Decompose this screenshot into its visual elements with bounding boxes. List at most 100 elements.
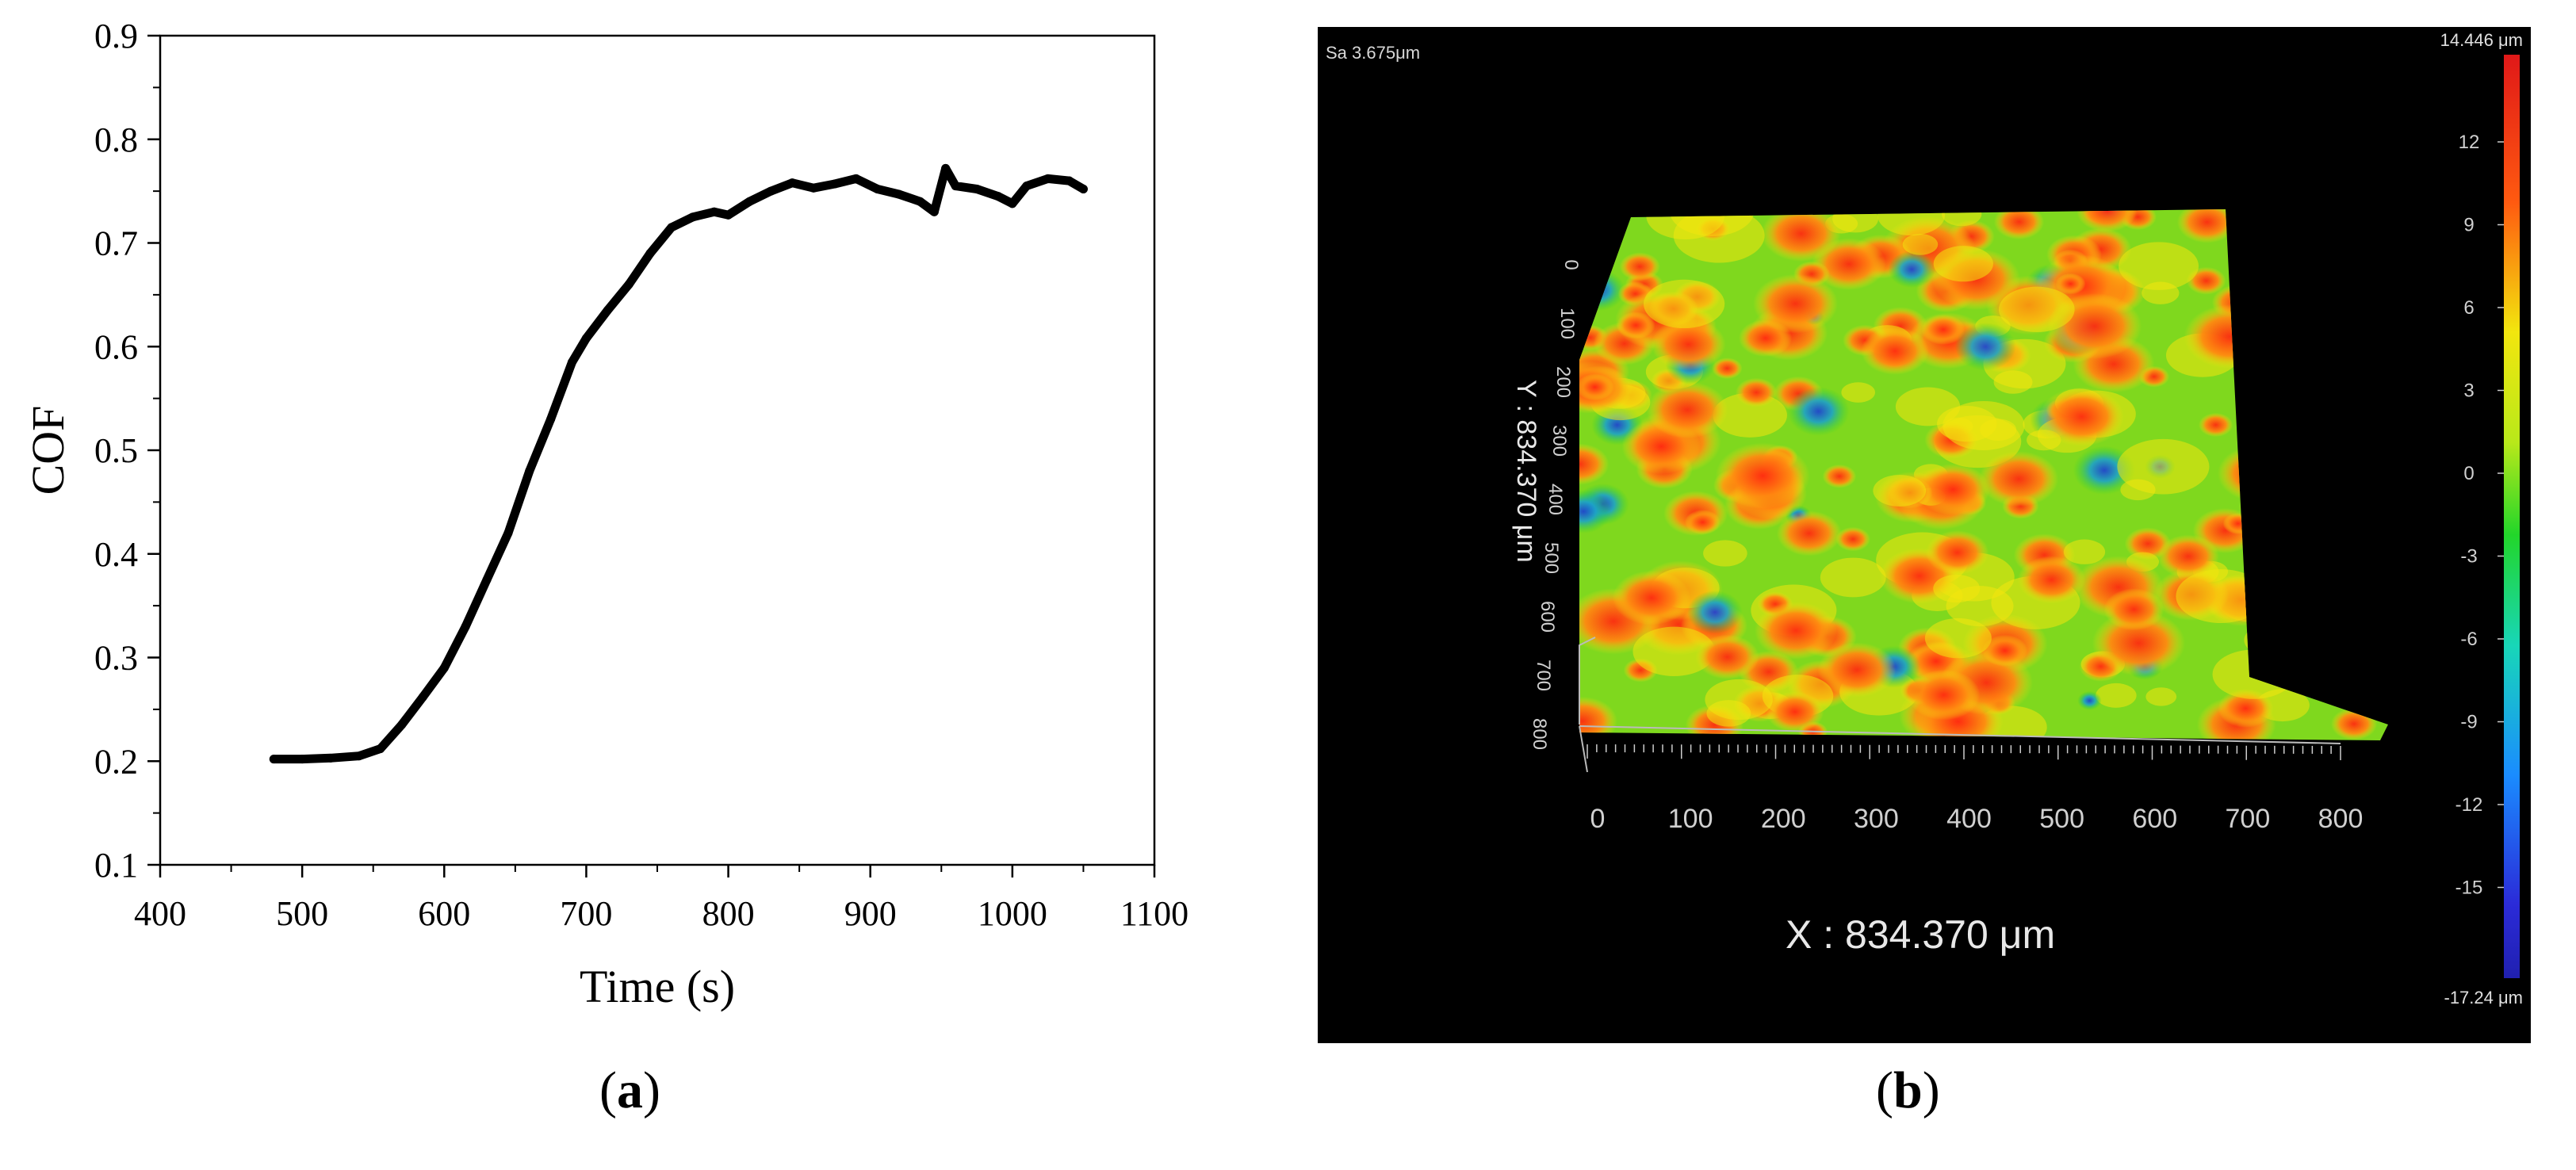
cof-chart: 400 500 600 700 800 900 1000 1100 0.10.20.30.40… — [22, 17, 1188, 1012]
surface-peak — [2307, 358, 2366, 400]
surface-peak — [2325, 661, 2369, 693]
surface-ridge — [2237, 216, 2268, 235]
surface-peak — [2293, 355, 2369, 408]
y-tick-label: 0.1 — [94, 846, 138, 885]
surface-peak — [1646, 381, 1728, 438]
colorbar-tick-label: -6 — [2460, 629, 2477, 650]
cof-point — [503, 529, 513, 538]
colorbar-min-label: -17.24 μm — [2444, 988, 2524, 1008]
x-tick-label: 400 — [1946, 804, 1992, 834]
surface-peak — [2157, 534, 2219, 579]
y-axis-ticks — [147, 34, 160, 866]
cof-point — [624, 280, 633, 289]
y-tick-label: 0.4 — [94, 535, 138, 574]
surface-peak — [2281, 590, 2320, 617]
surface-peak — [1612, 570, 1691, 625]
colorbar-tick-label: 12 — [2459, 132, 2480, 153]
cof-point — [581, 334, 591, 343]
cof-point — [603, 305, 612, 315]
x-tick-label: 200 — [1761, 804, 1806, 834]
surface-ridge — [1937, 405, 1997, 442]
y-tick-label: 600 — [1537, 601, 1558, 633]
surface-ridge — [1998, 286, 2075, 333]
surface-pit — [2301, 344, 2363, 392]
surface-ridge — [2063, 539, 2106, 564]
surface-peak — [1817, 642, 1897, 698]
surface-peak — [2308, 223, 2388, 282]
surface-mesh — [1579, 209, 2388, 740]
surface-peak — [1835, 526, 1870, 552]
cof-point — [568, 358, 577, 367]
surface-ridge — [1841, 382, 1876, 403]
surface-ridge — [1703, 540, 1747, 567]
colorbar — [2504, 55, 2520, 978]
x-axis-label: Time (s) — [580, 961, 735, 1012]
surface-pit — [2280, 510, 2338, 556]
surface-peak — [1993, 209, 2045, 240]
surface-peak — [1619, 252, 1660, 281]
colorbar-tick-label: -12 — [2455, 794, 2483, 816]
cof-point — [830, 179, 840, 189]
y-tick-label: 0.3 — [94, 639, 138, 678]
cof-line — [269, 163, 1088, 764]
surface-peak — [1712, 358, 1743, 380]
x-tick-label: 600 — [418, 894, 470, 933]
panel-label-b: (b) — [1876, 1061, 1940, 1119]
surface-peak — [1982, 634, 2028, 667]
y-tick-label: 0.8 — [94, 120, 138, 159]
base-line-front — [1579, 725, 2341, 744]
cof-point — [929, 207, 939, 216]
cof-point — [269, 755, 278, 764]
colorbar-tick-label: 0 — [2463, 463, 2474, 484]
surface-peak — [1861, 327, 1929, 375]
colorbar-tick-label: 6 — [2463, 297, 2474, 319]
surface-pit — [1954, 323, 2016, 371]
surface-ridge — [2096, 682, 2137, 708]
surface-topography-panel: Sa 3.675μm 0 100 200 300 400 500 600 700 800 0 10… — [1318, 27, 2531, 1043]
surface-peak — [1979, 451, 2059, 507]
surface-pit — [1579, 269, 1625, 312]
cof-point — [972, 185, 982, 194]
surface-peak — [2103, 588, 2165, 631]
surface-ridge — [2240, 409, 2295, 442]
surface-peak — [2222, 513, 2253, 534]
surface-ridge — [2244, 624, 2298, 656]
surface-peak — [1616, 312, 1655, 339]
surface-topography-image: Sa 3.675μm 0 100 200 300 400 500 600 700 800 0 10… — [1326, 30, 2524, 1008]
y-tick-label: 0 — [1560, 259, 1582, 270]
x-tick-label: 1000 — [978, 894, 1047, 933]
cof-point — [461, 621, 470, 631]
x-tick-label: 500 — [276, 894, 328, 933]
surface-ridge — [2117, 438, 2210, 495]
surface-pit — [2325, 515, 2368, 549]
surface-peak — [2217, 445, 2300, 503]
surface-peak — [1755, 602, 1838, 660]
cof-point — [645, 249, 655, 258]
cof-point — [1008, 199, 1017, 208]
surface-peak — [2176, 209, 2237, 243]
cof-point — [397, 720, 407, 729]
surface-peak — [1735, 377, 1778, 407]
surface-ridge — [2119, 242, 2199, 290]
surface-ridge — [1646, 209, 1725, 240]
colorbar-tick-label: -9 — [2460, 712, 2477, 733]
y-axis-tick-labels: 0 100 200 300 400 500 600 700 800 — [1529, 259, 1582, 750]
x-tick-label: 500 — [2039, 804, 2084, 834]
cof-point — [439, 663, 449, 673]
surface-peak — [1579, 696, 1617, 740]
x-tick-label: 1100 — [1120, 894, 1188, 933]
surface-peak — [2245, 209, 2319, 260]
surface-pit — [1888, 250, 1935, 289]
surface-peak — [2271, 391, 2355, 450]
surface-ridge — [1924, 618, 1992, 659]
cof-point — [376, 744, 385, 754]
cof-series — [269, 163, 1088, 764]
x-tick-label: 800 — [702, 894, 755, 933]
surface-ridge — [1942, 209, 1982, 227]
cof-point — [1043, 174, 1053, 183]
surface-ridge — [2253, 285, 2344, 340]
surface-pit — [2343, 209, 2368, 222]
x-axis-tick-labels: 400 500 600 700 800 900 1000 1100 — [134, 894, 1188, 933]
cof-point — [354, 751, 364, 761]
